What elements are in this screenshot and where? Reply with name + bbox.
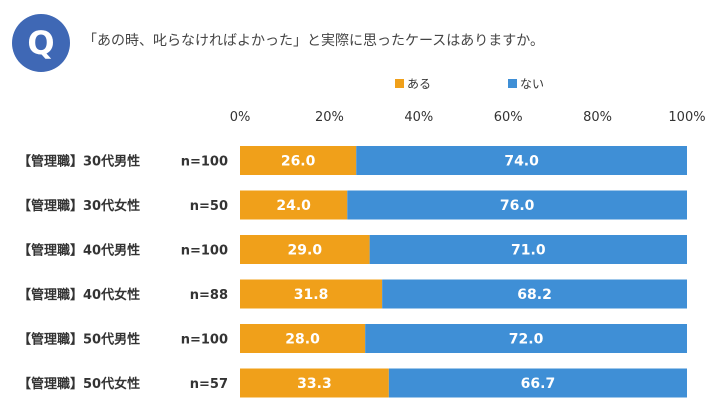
- bar-value-label-aru: 33.3: [297, 376, 332, 392]
- question-badge: Q: [12, 14, 70, 72]
- bar-segment-nai: [382, 279, 687, 309]
- x-tick-label: 60%: [494, 110, 523, 125]
- category-label: 【管理職】50代女性: [18, 376, 140, 392]
- category-label: 【管理職】30代女性: [18, 198, 140, 214]
- sample-size-label: n=50: [190, 199, 228, 214]
- bar-value-label-nai: 74.0: [504, 154, 539, 170]
- category-label: 【管理職】40代女性: [18, 287, 140, 303]
- x-tick-label: 80%: [583, 110, 612, 125]
- bar-segment-nai: [356, 146, 687, 175]
- bar-segment-nai: [347, 190, 687, 220]
- legend-label-aru: ある: [407, 77, 431, 91]
- sample-size-label: n=100: [181, 333, 228, 348]
- bar-value-label-nai: 71.0: [511, 243, 546, 259]
- bar-segment-aru: [240, 279, 383, 309]
- category-label: 【管理職】30代男性: [18, 154, 140, 170]
- sample-size-label: n=100: [181, 244, 228, 259]
- bar-segment-aru: [240, 190, 348, 220]
- x-tick-label: 100%: [668, 110, 705, 125]
- bar-segment-nai: [369, 235, 687, 264]
- bar-value-label-aru: 24.0: [276, 198, 311, 214]
- bar-value-label-nai: 76.0: [500, 198, 535, 214]
- bar-segment-aru: [240, 368, 389, 398]
- bar-segment-aru: [240, 146, 357, 175]
- bar-value-label-nai: 66.7: [521, 376, 556, 392]
- legend-label-nai: ない: [520, 77, 544, 91]
- bar-value-label-nai: 72.0: [509, 332, 544, 348]
- bar-value-label-aru: 28.0: [285, 332, 320, 348]
- bar-value-label-nai: 68.2: [517, 287, 552, 303]
- sample-size-label: n=88: [190, 288, 228, 303]
- bar-value-label-aru: 31.8: [294, 287, 329, 303]
- question-text: 「あの時、叱らなければよかった」と実際に思ったケースはありますか。: [83, 33, 545, 49]
- sample-size-label: n=100: [181, 155, 228, 170]
- bar-segment-aru: [240, 324, 366, 353]
- bar-segment-aru: [240, 235, 370, 264]
- bar-segment-nai: [388, 368, 687, 398]
- x-tick-label: 20%: [315, 110, 344, 125]
- category-label: 【管理職】50代男性: [18, 332, 140, 348]
- legend-swatch-aru: [395, 79, 404, 88]
- bar-segment-nai: [365, 324, 687, 353]
- bar-value-label-aru: 26.0: [281, 154, 316, 170]
- sample-size-label: n=57: [190, 377, 228, 392]
- x-tick-label: 40%: [404, 110, 433, 125]
- bar-value-label-aru: 29.0: [288, 243, 323, 259]
- x-tick-label: 0%: [230, 110, 251, 125]
- question-badge-letter: Q: [27, 24, 55, 62]
- category-label: 【管理職】40代男性: [18, 243, 140, 259]
- legend-swatch-nai: [508, 79, 517, 88]
